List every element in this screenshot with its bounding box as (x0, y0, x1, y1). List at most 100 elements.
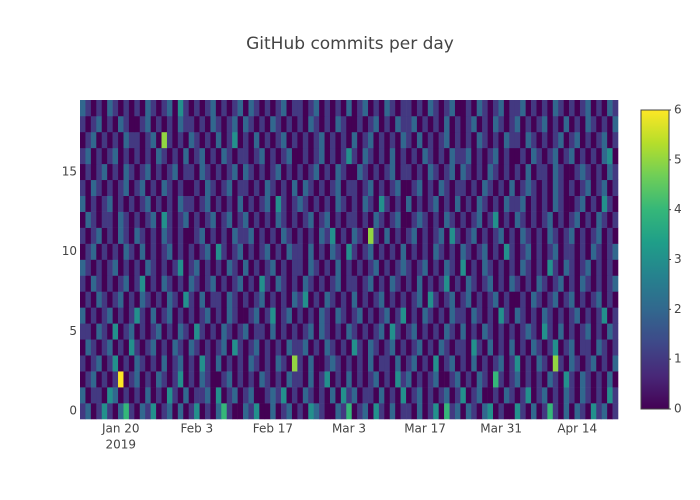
heatmap-cell (389, 227, 396, 244)
heatmap-cell (134, 211, 141, 228)
heatmap-cell (215, 243, 222, 260)
heatmap-cell (612, 307, 619, 324)
heatmap-cell (536, 259, 543, 276)
heatmap-cell (329, 131, 336, 149)
heatmap-cell (253, 339, 260, 356)
heatmap-cell (411, 403, 418, 420)
heatmap-cell (607, 131, 613, 149)
heatmap-cell (232, 307, 238, 324)
heatmap-cell (308, 147, 314, 165)
heatmap-cell (80, 387, 86, 404)
heatmap-cell (90, 147, 97, 165)
heatmap-cell (177, 115, 184, 133)
heatmap-cell (411, 307, 418, 324)
heatmap-cell (563, 339, 570, 356)
heatmap-cell (552, 307, 559, 324)
heatmap-cell (563, 147, 570, 165)
heatmap-cell (362, 115, 369, 133)
heatmap-cell (400, 339, 407, 356)
heatmap-cell (291, 227, 298, 244)
heatmap-cell (297, 403, 304, 420)
heatmap-cell (270, 195, 276, 212)
heatmap-cell (482, 355, 488, 372)
heatmap-cell (590, 323, 597, 340)
heatmap-cell (422, 179, 429, 196)
heatmap-cell (183, 243, 189, 260)
heatmap-cell (253, 115, 260, 133)
heatmap-cell (128, 307, 135, 324)
heatmap-cell (509, 259, 516, 276)
heatmap-cell (514, 275, 521, 292)
heatmap-cell (444, 291, 450, 308)
heatmap-cell (156, 147, 162, 165)
heatmap-cell (286, 355, 293, 372)
heatmap-cell (357, 387, 363, 404)
heatmap-cell (204, 195, 211, 212)
heatmap-cell (465, 243, 472, 260)
heatmap-cell (150, 339, 157, 356)
heatmap-cell (503, 211, 510, 228)
heatmap-cell (389, 179, 396, 196)
heatmap-cell (465, 179, 472, 196)
heatmap-cell (90, 355, 97, 372)
heatmap-cell (107, 307, 113, 324)
heatmap-cell (123, 227, 130, 244)
heatmap-cell (487, 307, 494, 324)
heatmap-cell (319, 179, 325, 196)
heatmap-cell (297, 163, 304, 181)
heatmap-cell (536, 115, 543, 133)
heatmap-cell (221, 227, 228, 244)
heatmap-cell (90, 211, 97, 228)
heatmap-cell (406, 163, 412, 181)
heatmap-cell (324, 211, 331, 228)
heatmap-cell (351, 259, 358, 276)
heatmap-cell (574, 307, 581, 324)
heatmap-cell (449, 163, 456, 181)
heatmap-cell (482, 291, 488, 308)
heatmap-cell (281, 227, 287, 244)
heatmap-cell (177, 291, 184, 308)
heatmap-cell (270, 179, 276, 196)
heatmap-cell (237, 147, 244, 165)
heatmap-cell (264, 275, 271, 292)
heatmap-cell (346, 147, 353, 165)
y-tick-label: 10 (62, 244, 77, 258)
chart-title: GitHub commits per day (246, 34, 454, 54)
heatmap-cell (563, 307, 570, 324)
heatmap-cell (204, 227, 211, 244)
heatmap-cell (503, 115, 510, 133)
heatmap-cell (253, 387, 260, 404)
heatmap-cells (80, 100, 619, 420)
heatmap-cell (438, 211, 445, 228)
heatmap-cell (585, 275, 592, 292)
heatmap-cell (433, 307, 439, 324)
heatmap-cell (297, 179, 304, 196)
heatmap-cell (476, 371, 483, 388)
heatmap-cell (139, 163, 146, 181)
heatmap-cell (416, 339, 423, 356)
heatmap-cell (547, 147, 554, 165)
heatmap-cell (96, 195, 103, 212)
heatmap-cell (471, 355, 478, 372)
heatmap-cell (194, 131, 200, 149)
heatmap-cell (400, 355, 407, 372)
heatmap-cell (357, 323, 363, 340)
heatmap-cell (471, 163, 478, 181)
heatmap-cell (172, 211, 179, 228)
heatmap-cell (118, 131, 124, 149)
heatmap-cell (612, 339, 619, 356)
heatmap-cell (324, 355, 331, 372)
heatmap-cell (221, 243, 228, 260)
heatmap-cell (607, 275, 613, 292)
heatmap-cell (498, 179, 505, 196)
heatmap-cell (335, 355, 342, 372)
heatmap-cell (237, 275, 244, 292)
heatmap-cell (139, 227, 146, 244)
heatmap-cell (281, 211, 287, 228)
heatmap-cell (226, 131, 233, 149)
heatmap-cell (80, 259, 86, 276)
heatmap-cell (384, 259, 391, 276)
heatmap-cell (482, 179, 488, 196)
heatmap-cell (172, 355, 179, 372)
heatmap-cell (612, 147, 619, 165)
